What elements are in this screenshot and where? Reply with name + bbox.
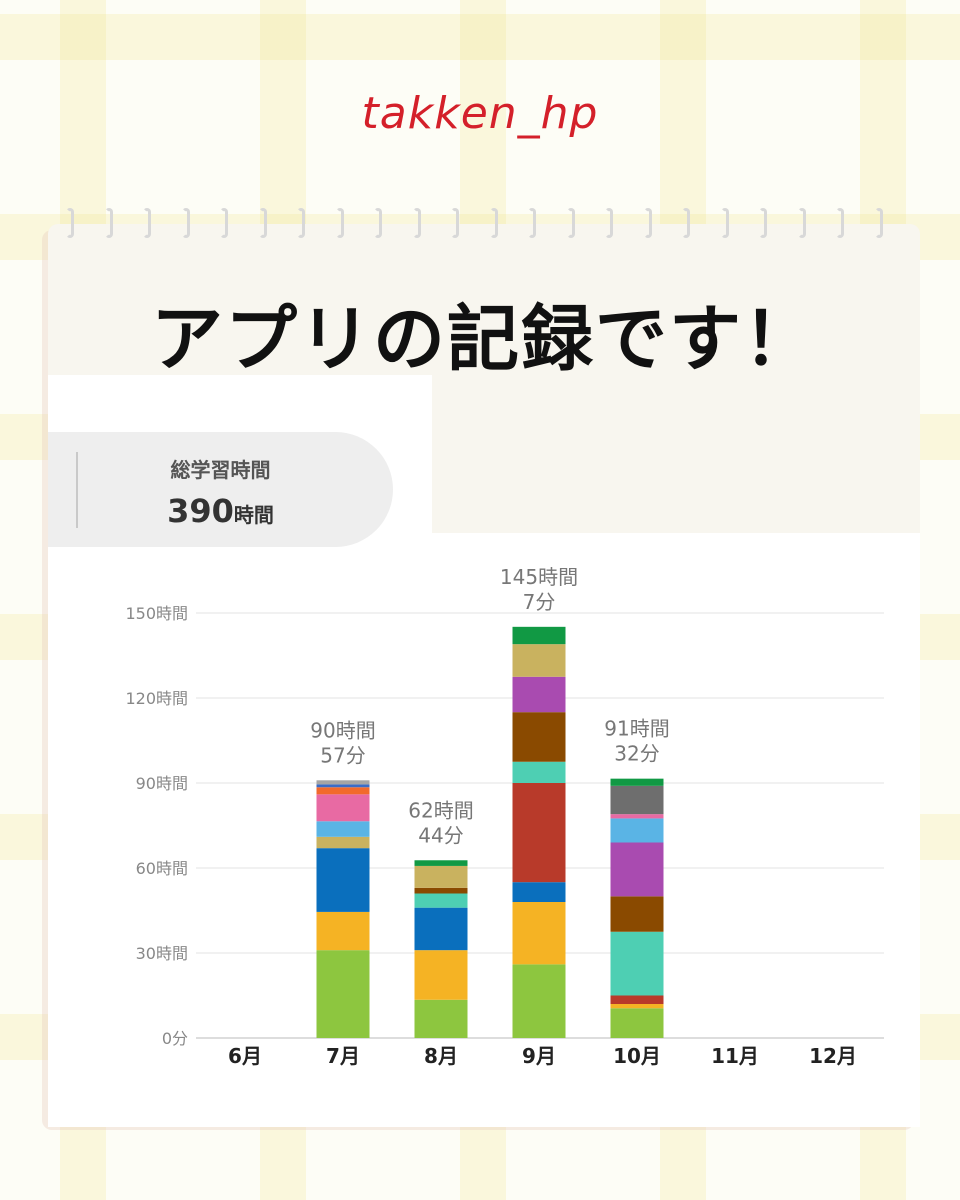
bar-segment [512,902,566,965]
ring [335,208,344,238]
bar-segment [610,1008,664,1038]
ring [412,208,421,238]
ring [836,208,844,238]
data-label-minutes: 44分 [418,823,463,847]
headline: アプリの記録です！ [150,297,817,381]
brand-logo: takken_hp [361,88,599,139]
y-tick-label: 150時間 [125,604,188,623]
bar-segment [316,780,370,785]
bar-segment [512,676,566,713]
y-tick-label: 0分 [162,1029,188,1048]
ring [374,208,382,238]
y-tick-label: 60時間 [136,859,188,878]
bar-segment [316,836,370,849]
bar-segment [316,794,370,822]
ring [143,208,151,238]
bar-segment [414,907,468,951]
ring [104,208,113,238]
bar-segment [414,999,468,1038]
bar-segment [512,626,566,645]
y-tick-label: 30時間 [136,944,188,963]
bar-segment [610,896,664,932]
ring [297,208,305,238]
bar-segment [512,882,566,902]
total-study-time-card: 総学習時間 390時間 [48,432,393,547]
data-label-minutes: 32分 [614,742,659,766]
bar-segment [512,644,566,677]
data-label-hours: 62時間 [408,798,473,822]
ring [66,208,74,238]
ring [451,208,459,238]
ring [643,208,652,238]
ring [874,208,883,238]
x-tick-label: 9月 [522,1044,556,1068]
bar-segment [512,964,566,1038]
bar-segment [610,1004,664,1009]
bar-segment [316,848,370,912]
bar-segment [414,950,468,1000]
ring [258,208,267,238]
ring [528,208,536,238]
ring [759,208,767,238]
x-tick-label: 6月 [228,1044,262,1068]
x-tick-label: 10月 [613,1044,661,1068]
x-tick-label: 8月 [424,1044,458,1068]
bar-segment [414,893,468,908]
notebook-rings [66,208,896,242]
screenshot-crop-edge [432,375,920,533]
ring [220,208,228,238]
x-tick-label: 12月 [809,1044,857,1068]
bar-segment [610,778,664,786]
bar-segment [316,787,370,795]
ring [720,208,729,238]
bar-segment [316,821,370,837]
total-study-time-value: 390時間 [48,492,393,530]
total-study-time-label: 総学習時間 [170,458,271,482]
bar-segment [512,712,566,762]
bar-segment [610,842,664,897]
ring [181,208,190,238]
bar-segment [316,911,370,951]
data-label-hours: 145時間 [500,565,578,589]
data-label-minutes: 7分 [523,590,556,614]
data-label-hours: 91時間 [604,717,669,741]
data-label-minutes: 57分 [320,743,365,767]
bar-segment [610,785,664,815]
ring [489,208,498,238]
x-tick-label: 11月 [711,1044,759,1068]
total-hours-unit: 時間 [233,503,274,527]
data-label-hours: 90時間 [310,718,375,742]
bar-segment [610,818,664,843]
y-tick-label: 90時間 [136,774,188,793]
bar-segment [316,784,370,788]
ring [605,208,613,238]
bar-segment [610,931,664,996]
bar-segment [610,995,664,1004]
ring [682,208,690,238]
bar-segment [610,814,664,819]
ring [797,208,806,238]
bar-segment [414,860,468,866]
bar-segment [414,887,468,894]
divider [76,452,78,528]
total-hours: 390 [167,492,234,530]
bar-segment [512,761,566,783]
bar-segment [316,950,370,1038]
ring [566,208,575,238]
y-tick-label: 120時間 [125,689,188,708]
bar-segment [414,865,468,888]
x-tick-label: 7月 [326,1044,360,1068]
bar-segment [512,783,566,883]
